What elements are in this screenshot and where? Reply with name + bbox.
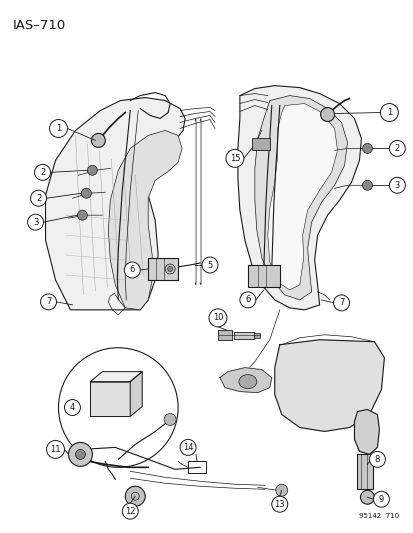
Text: 9: 9 [378,495,383,504]
Text: 15: 15 [229,154,240,163]
Circle shape [373,491,389,507]
Text: 6: 6 [129,265,135,274]
Circle shape [202,257,217,273]
Circle shape [35,164,50,180]
Circle shape [75,449,85,459]
Circle shape [64,400,80,416]
Text: 12: 12 [125,507,135,515]
Circle shape [362,143,372,154]
Text: 8: 8 [374,455,379,464]
Text: 5: 5 [207,261,212,270]
Circle shape [180,439,196,455]
Circle shape [68,442,92,466]
Polygon shape [90,372,142,382]
Polygon shape [354,409,378,454]
Circle shape [239,292,255,308]
Circle shape [124,262,140,278]
Circle shape [28,214,43,230]
Polygon shape [45,98,185,310]
Bar [217,330,231,340]
Circle shape [320,108,334,122]
Circle shape [77,210,87,220]
Circle shape [58,348,178,467]
Text: 95142  710: 95142 710 [358,513,399,519]
Polygon shape [237,86,361,310]
Circle shape [122,503,138,519]
Circle shape [125,486,145,506]
Polygon shape [267,103,337,290]
Circle shape [209,309,226,327]
Circle shape [389,177,404,193]
Circle shape [225,149,243,167]
Polygon shape [254,95,347,300]
Ellipse shape [238,375,256,389]
Text: 3: 3 [33,217,38,227]
Circle shape [87,165,97,175]
Bar [247,265,279,287]
Circle shape [50,119,67,138]
Polygon shape [274,340,384,431]
Text: 7: 7 [338,298,343,308]
Text: 4: 4 [70,403,75,412]
Bar [357,454,373,489]
Circle shape [368,451,385,467]
Text: 1: 1 [56,124,61,133]
Circle shape [275,484,287,496]
Circle shape [271,496,287,512]
Circle shape [81,188,91,198]
Text: 11: 11 [50,445,61,454]
Bar [188,462,206,473]
Polygon shape [130,372,142,416]
Polygon shape [219,368,271,393]
Text: 13: 13 [274,500,285,508]
Text: 7: 7 [46,297,51,306]
Circle shape [362,180,372,190]
Text: 2: 2 [40,168,45,177]
Circle shape [31,190,46,206]
Polygon shape [108,131,182,310]
Text: 6: 6 [244,295,250,304]
Text: 2: 2 [36,193,41,203]
Text: 2: 2 [394,144,399,153]
Circle shape [164,414,176,425]
Text: 14: 14 [183,443,193,452]
Bar [90,382,130,416]
Bar [253,333,259,338]
Bar [148,258,178,280]
Bar [251,139,269,150]
Circle shape [389,140,404,156]
Circle shape [360,490,373,504]
Circle shape [380,103,397,122]
Bar [233,332,253,339]
Text: 10: 10 [212,313,223,322]
Circle shape [167,266,172,271]
Text: 3: 3 [394,181,399,190]
Circle shape [165,264,175,274]
Text: 1: 1 [386,108,391,117]
Text: IAS–710: IAS–710 [13,19,66,32]
Circle shape [46,440,64,458]
Circle shape [333,295,349,311]
Circle shape [91,133,105,148]
Circle shape [40,294,56,310]
